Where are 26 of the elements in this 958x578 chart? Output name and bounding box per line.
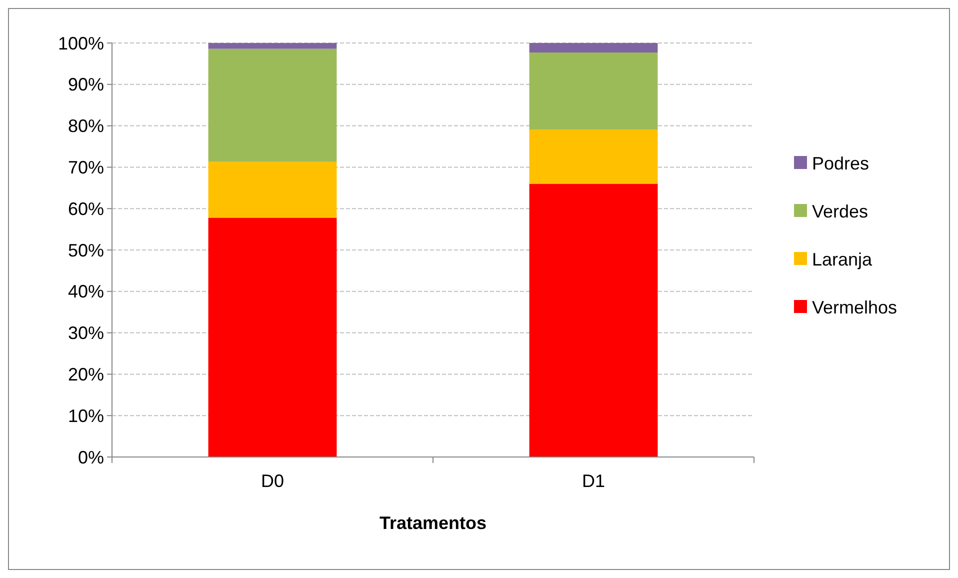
bar	[208, 218, 337, 457]
bar	[208, 48, 337, 162]
y-tick-label: 50%	[68, 240, 104, 260]
x-tick-label: D1	[582, 471, 606, 491]
y-tick-label: 100%	[58, 33, 104, 54]
x-axis-title: Tratamentos	[379, 513, 487, 533]
y-tick-label: 60%	[68, 198, 104, 219]
y-tick-label: 10%	[68, 406, 104, 426]
y-tick-label: 30%	[68, 323, 104, 344]
legend-label: Vermelhos	[812, 297, 898, 318]
legend-label: Laranja	[812, 249, 874, 270]
y-tick-label: 0%	[78, 447, 104, 468]
legend-label: Verdes	[812, 201, 868, 222]
y-tick-label: 40%	[68, 282, 104, 302]
y-tick-label: 70%	[68, 158, 104, 178]
bar	[529, 130, 658, 184]
y-tick-label: 90%	[68, 74, 104, 95]
y-tick-label: 20%	[68, 364, 104, 384]
bar	[529, 52, 658, 130]
bar	[208, 43, 337, 49]
y-tick-label: 80%	[68, 116, 104, 136]
legend-label: Podres	[812, 153, 870, 174]
bar	[529, 184, 658, 457]
bar	[529, 43, 658, 53]
bar	[208, 162, 337, 218]
x-tick-label: D0	[260, 471, 284, 491]
